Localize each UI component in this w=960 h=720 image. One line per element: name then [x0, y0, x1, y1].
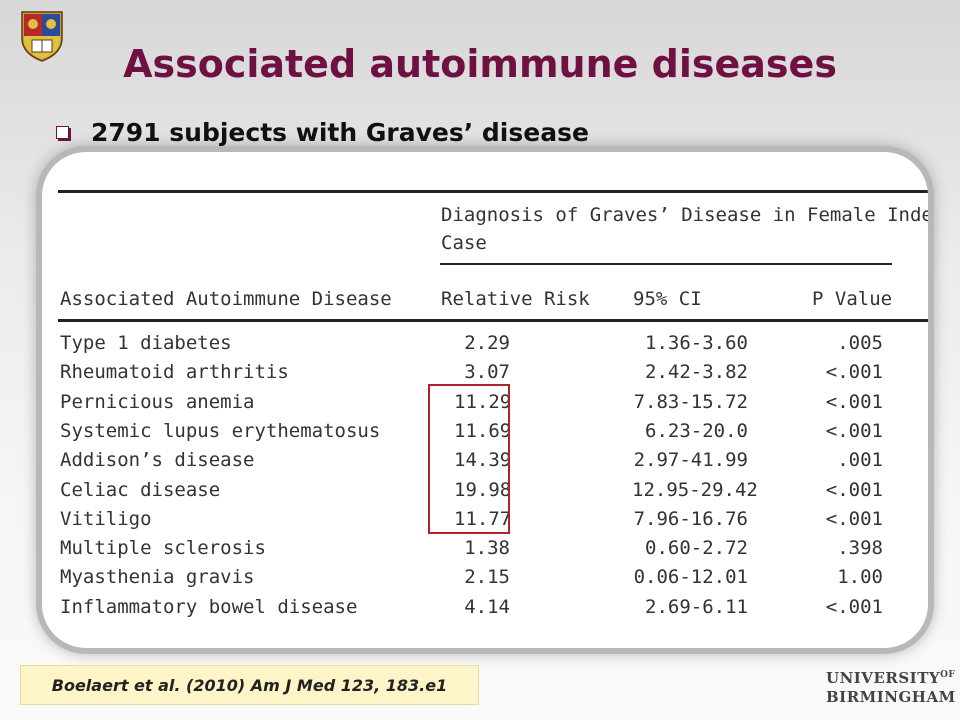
cell-p-value: <.001 — [825, 419, 883, 442]
group-header-rule — [440, 263, 892, 265]
university-line2: BIRMINGHAM — [826, 688, 956, 706]
cell-p-value: <.001 — [825, 507, 883, 530]
university-of: OF — [940, 670, 956, 680]
cell-p-value: <.001 — [825, 390, 883, 413]
cell-disease: Systemic lupus erythematosus — [60, 419, 381, 442]
citation-text: Boelaert et al. (2010) Am J Med 123, 183… — [51, 675, 448, 695]
header-bottom-rule — [58, 319, 928, 322]
cell-disease: Vitiligo — [60, 507, 152, 530]
cell-ci: 0.06-12.01 — [633, 566, 748, 589]
cell-disease: Myasthenia gravis — [60, 566, 255, 589]
cell-p-value: <.001 — [825, 595, 883, 618]
column-header-p-value: P Value — [812, 288, 892, 310]
group-header-line2: Case — [441, 232, 487, 254]
highlight-box — [428, 384, 510, 534]
column-header-ci: 95% CI — [633, 288, 702, 310]
cell-p-value: 1.00 — [837, 566, 883, 589]
bullet-text: 2791 subjects with Graves’ disease — [91, 118, 589, 147]
cell-p-value: <.001 — [825, 361, 883, 384]
cell-relative-risk: 2.29 — [464, 332, 510, 354]
cell-ci: 2.97-41.99 — [633, 449, 748, 472]
university-line1: UNIVERSITY — [826, 669, 941, 687]
table-top-rule — [58, 190, 928, 193]
cell-ci: 12.95-29.42 — [632, 478, 758, 501]
cell-ci: 0.60-2.72 — [645, 537, 748, 560]
autoimmune-table: Diagnosis of Graves’ Disease in Female I… — [42, 152, 928, 648]
cell-ci: 7.96-16.76 — [633, 507, 748, 530]
cell-relative-risk: 1.38 — [464, 537, 510, 560]
cell-disease: Celiac disease — [60, 478, 221, 501]
university-crest-icon — [21, 11, 63, 62]
cell-p-value: .398 — [837, 537, 883, 560]
cell-relative-risk: 11.29 — [454, 390, 512, 413]
cell-disease: Type 1 diabetes — [60, 332, 232, 354]
cell-p-value: <.001 — [825, 478, 883, 501]
column-header-relative-risk: Relative Risk — [441, 288, 590, 310]
cell-relative-risk: 11.77 — [454, 507, 512, 530]
column-header-p-value-text: P Value — [812, 288, 893, 310]
cell-disease: Rheumatoid arthritis — [60, 361, 289, 384]
group-header-line1: Diagnosis of Graves’ Disease in Female I… — [441, 204, 928, 226]
cell-p-value: .001 — [837, 449, 883, 472]
cell-relative-risk: 4.14 — [464, 595, 510, 618]
cell-relative-risk: 19.98 — [454, 478, 512, 501]
cell-disease: Multiple sclerosis — [60, 537, 266, 560]
cell-ci: 7.83-15.72 — [633, 390, 748, 413]
cell-ci: 2.69-6.11 — [645, 595, 748, 618]
cell-relative-risk: 14.39 — [454, 449, 512, 472]
table-image-card: Diagnosis of Graves’ Disease in Female I… — [42, 152, 928, 648]
cell-p-value: .005 — [837, 332, 883, 354]
column-header-disease: Associated Autoimmune Disease — [60, 288, 392, 310]
university-logo: UNIVERSITYOF BIRMINGHAM — [826, 666, 956, 707]
bullet-item: 2791 subjects with Graves’ disease — [56, 118, 589, 147]
cell-disease: Pernicious anemia — [60, 390, 255, 413]
bullet-square-icon — [56, 126, 69, 139]
citation-box: Boelaert et al. (2010) Am J Med 123, 183… — [20, 665, 479, 705]
slide-title: Associated autoimmune diseases — [123, 42, 837, 86]
cell-ci: 1.36-3.60 — [645, 332, 748, 354]
cell-relative-risk: 3.07 — [464, 361, 510, 384]
cell-disease: Addison’s disease — [60, 449, 255, 472]
cell-ci: 2.42-3.82 — [645, 361, 748, 384]
cell-ci: 6.23-20.0 — [645, 419, 748, 442]
cell-disease: Inflammatory bowel disease — [60, 595, 358, 618]
cell-relative-risk: 11.69 — [454, 419, 512, 442]
cell-relative-risk: 2.15 — [464, 566, 510, 589]
